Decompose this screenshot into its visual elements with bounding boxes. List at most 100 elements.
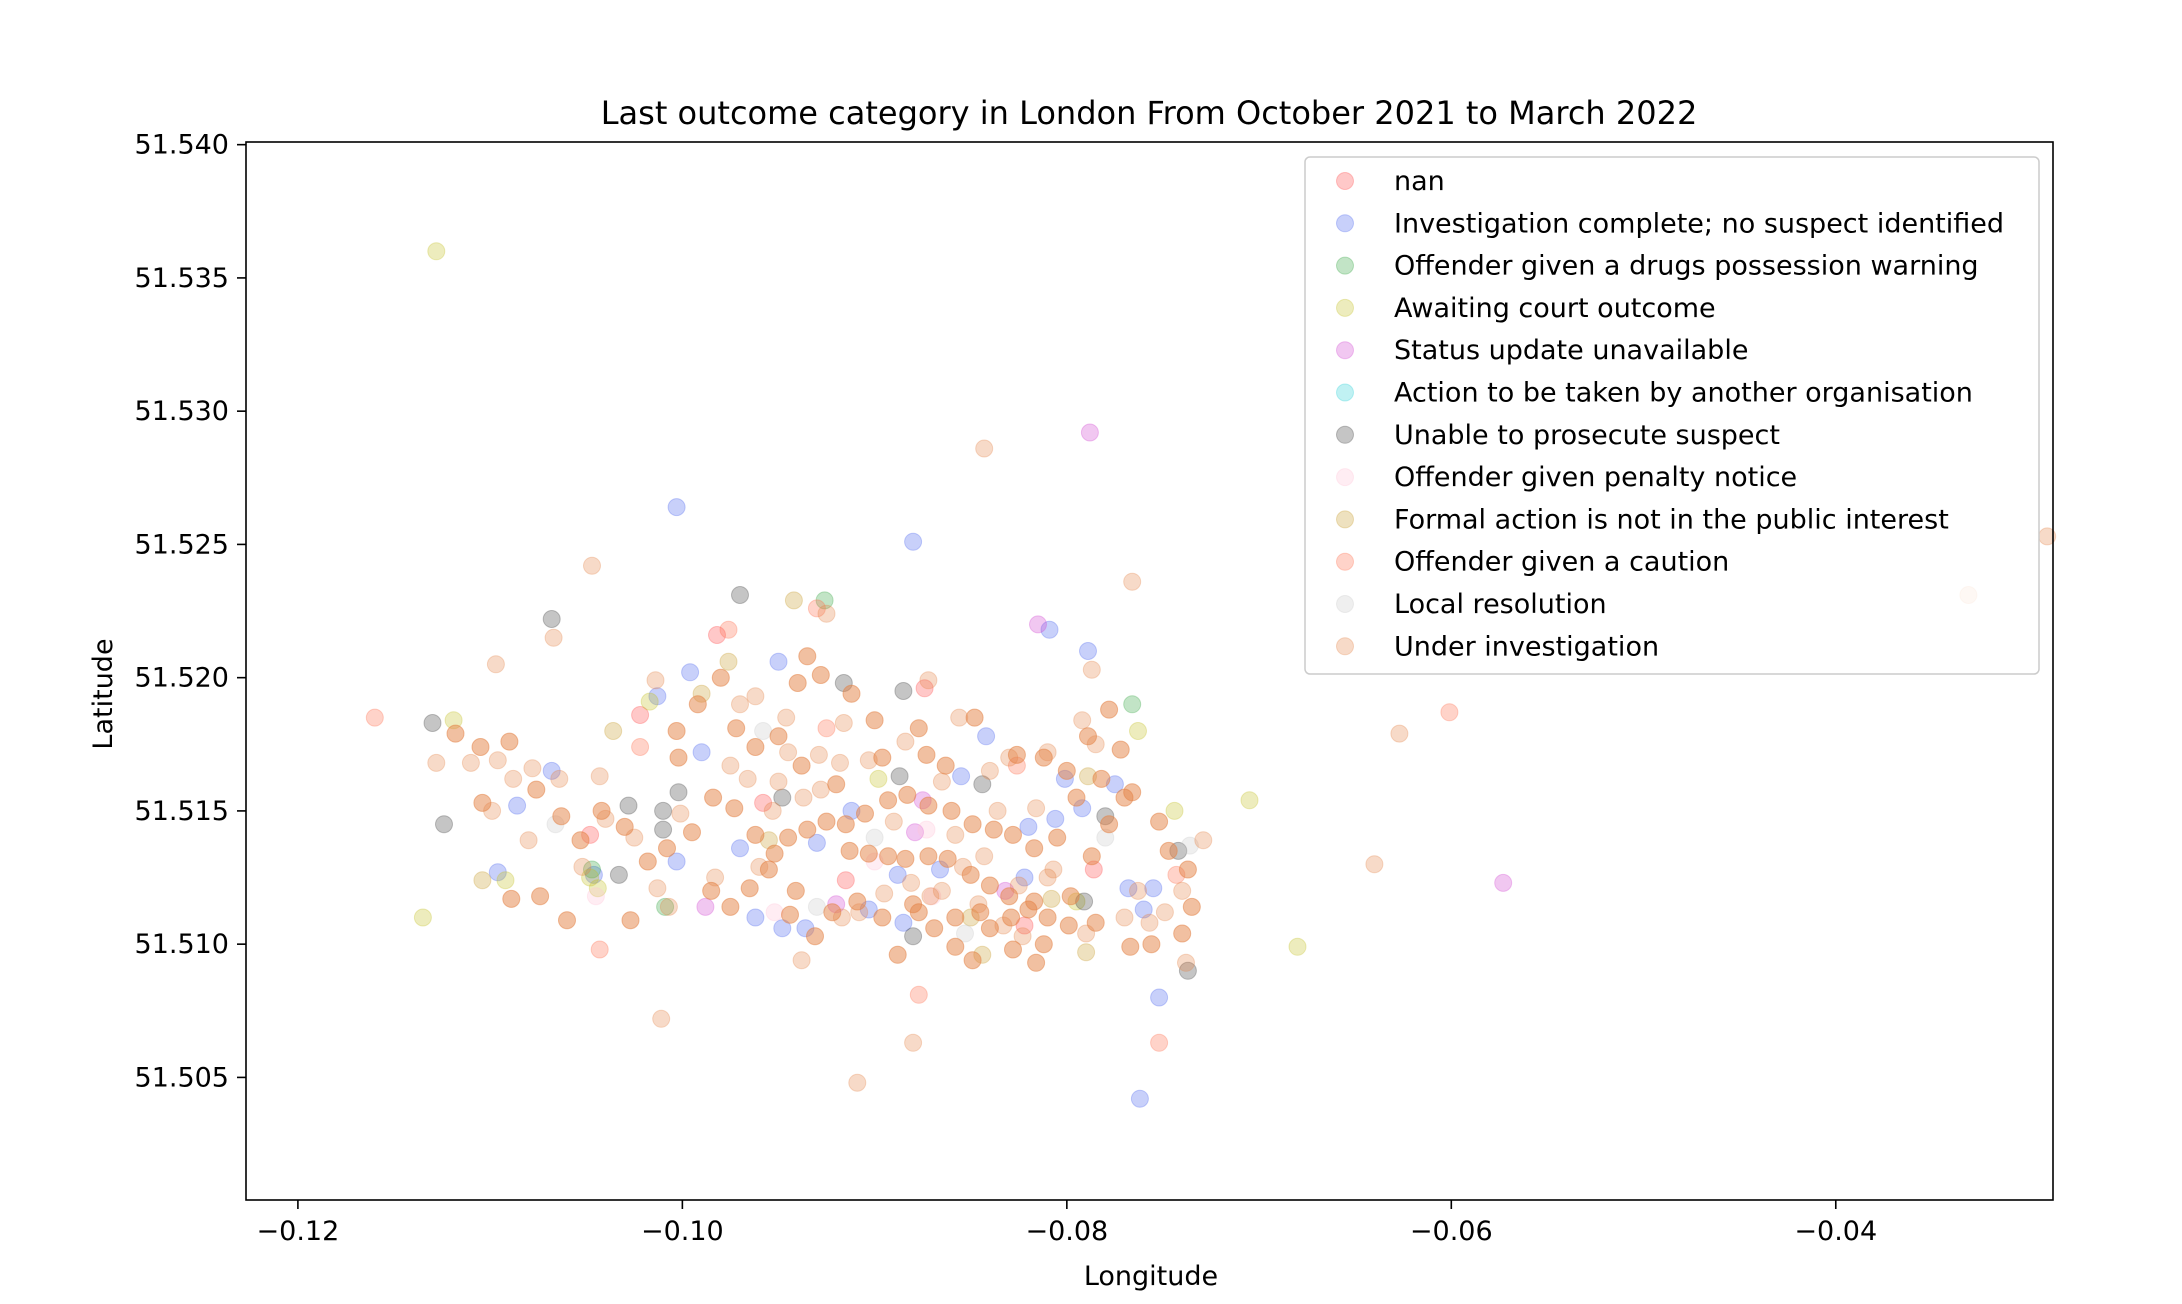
data-point: [1019, 900, 1038, 919]
data-point: [1365, 855, 1384, 874]
data-point: [500, 732, 519, 751]
data-point: [865, 711, 884, 730]
data-point: [727, 719, 746, 738]
data-point: [1115, 788, 1134, 807]
data-point: [504, 769, 523, 788]
legend-label: Awaiting court outcome: [1394, 293, 1716, 324]
data-point: [946, 908, 965, 927]
data-point: [1111, 740, 1130, 759]
legend-label: Offender given penalty notice: [1394, 462, 1797, 493]
data-point: [1007, 745, 1026, 764]
data-point: [784, 591, 803, 610]
data-point: [792, 951, 811, 970]
data-point: [1440, 703, 1459, 722]
data-point: [1079, 767, 1097, 786]
data-point: [963, 951, 982, 970]
data-point: [909, 903, 928, 922]
data-point: [786, 881, 805, 900]
data-point: [807, 897, 826, 916]
data-point: [815, 591, 834, 610]
data-point: [980, 761, 999, 780]
data-point: [721, 756, 740, 775]
data-point: [1027, 799, 1046, 818]
data-point: [781, 905, 799, 924]
data-point: [759, 831, 778, 850]
data-point: [1100, 815, 1119, 834]
data-point: [1123, 783, 1142, 802]
data-point: [975, 439, 994, 458]
data-point: [658, 839, 676, 858]
data-point: [902, 873, 921, 892]
data-point: [1129, 881, 1147, 900]
data-point: [658, 839, 676, 858]
data-point: [1121, 937, 1140, 956]
data-point: [965, 708, 984, 727]
data-point: [806, 927, 824, 946]
data-point: [971, 903, 990, 922]
data-point: [931, 860, 949, 879]
data-point: [859, 844, 878, 863]
data-point: [798, 647, 817, 666]
data-point: [1019, 817, 1038, 836]
data-point: [1150, 812, 1169, 831]
data-point: [1169, 841, 1188, 860]
legend-label: Local resolution: [1394, 589, 1607, 620]
data-point: [1044, 860, 1063, 879]
data-point: [1130, 1089, 1149, 1108]
data-point: [807, 599, 826, 618]
data-point: [669, 783, 688, 802]
data-point: [788, 674, 807, 692]
data-point: [1177, 953, 1195, 972]
data-point: [502, 889, 521, 908]
data-point: [1084, 860, 1103, 879]
data-point: [654, 820, 673, 839]
data-point: [1007, 756, 1026, 775]
data-point: [809, 745, 828, 764]
data-point: [859, 844, 878, 863]
data-point: [581, 868, 600, 887]
data-point: [365, 708, 384, 727]
data-point: [798, 820, 817, 839]
data-point: [994, 916, 1013, 935]
data-point: [909, 719, 928, 738]
data-point: [725, 799, 744, 818]
data-point: [759, 860, 778, 879]
data-point: [796, 919, 815, 938]
legend-marker: [1336, 595, 1354, 613]
data-point: [725, 799, 744, 818]
data-point: [1240, 791, 1259, 810]
data-point: [1038, 743, 1057, 762]
data-point: [980, 876, 999, 895]
data-point: [769, 727, 788, 746]
data-point: [1159, 841, 1178, 860]
data-point: [1165, 801, 1184, 820]
x-tick-label: −0.04: [1794, 1216, 1877, 1247]
data-point: [544, 628, 563, 647]
data-point: [1100, 700, 1119, 719]
legend: nan Investigation complete; no suspect id…: [1304, 156, 2040, 675]
data-point: [638, 852, 657, 871]
data-point: [806, 927, 824, 946]
data-point: [836, 815, 855, 834]
data-point: [615, 817, 634, 836]
data-point: [954, 857, 972, 876]
data-point: [1086, 913, 1105, 932]
data-point: [727, 719, 746, 738]
data-point: [486, 655, 505, 674]
data-point: [1134, 900, 1153, 919]
data-point: [738, 769, 757, 788]
data-point: [807, 833, 826, 852]
data-point: [1075, 892, 1094, 911]
data-point: [909, 903, 928, 922]
data-point: [834, 674, 853, 692]
data-point: [702, 881, 721, 900]
data-point: [571, 831, 590, 850]
data-point: [654, 801, 673, 820]
data-point: [1061, 887, 1080, 906]
data-point: [842, 801, 861, 820]
data-point: [788, 674, 807, 692]
data-point: [546, 815, 565, 834]
data-point: [1123, 783, 1142, 802]
data-point: [1178, 961, 1197, 980]
